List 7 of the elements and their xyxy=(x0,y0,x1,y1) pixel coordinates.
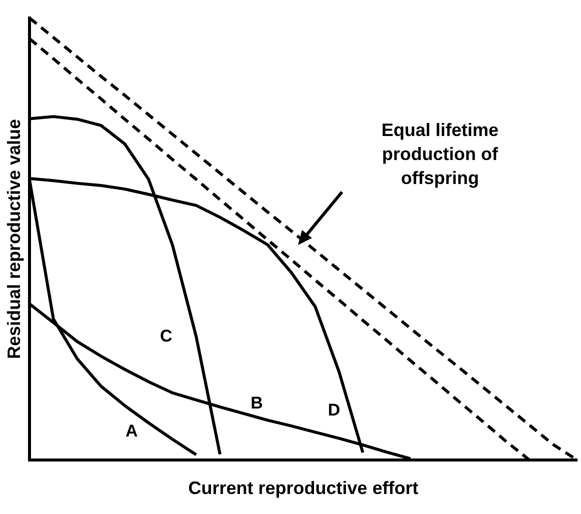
annotation: Equal lifetime production of offspring xyxy=(380,119,500,190)
y-axis-title: Residual reproductive value xyxy=(4,118,24,360)
series-label: D xyxy=(328,400,340,420)
series-label: B xyxy=(250,393,263,412)
series-label: A xyxy=(125,422,138,441)
x-axis-title: Current reproductive effort xyxy=(188,478,418,498)
series-label: C xyxy=(160,326,172,346)
